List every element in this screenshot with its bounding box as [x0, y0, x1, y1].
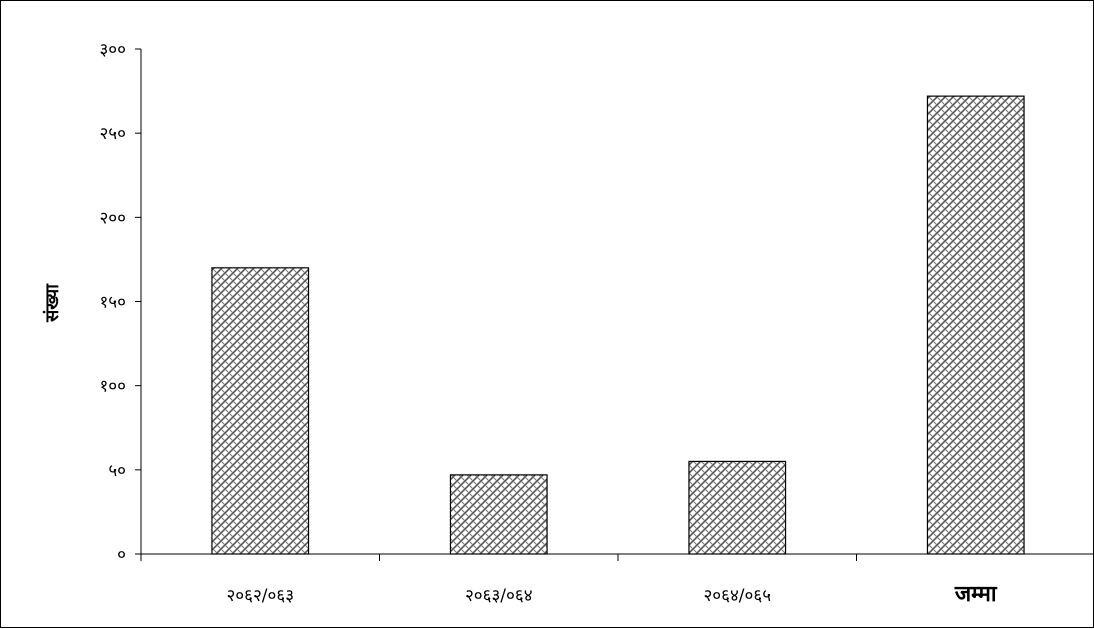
- x-category-label: जम्मा: [954, 582, 998, 607]
- y-tick-label: ५०: [108, 461, 126, 481]
- y-tick-label: २५०: [99, 124, 126, 144]
- y-tick-label: १००: [99, 377, 126, 397]
- x-category-label: २०६३/०६४: [465, 586, 533, 606]
- bar-0: [211, 267, 310, 555]
- x-category-label: २०६२/०६३: [226, 586, 294, 606]
- bar-2: [688, 460, 787, 555]
- y-tick-label: २००: [99, 208, 126, 228]
- y-axis: ० ५० १०० १५० २०० २५० ३००: [99, 40, 142, 565]
- y-axis-title: संख्या: [42, 283, 63, 323]
- bar-3: [926, 95, 1025, 555]
- x-category-label: २०६४/०६५: [703, 586, 771, 606]
- bars-group: [211, 95, 1025, 555]
- x-axis: २०६२/०६३ २०६३/०६४ २०६४/०६५ जम्मा: [140, 553, 1094, 607]
- bar-1: [449, 474, 548, 555]
- y-tick-label: ०: [117, 545, 126, 565]
- y-tick-label: १५०: [99, 293, 126, 313]
- y-tick-label: ३००: [99, 40, 126, 60]
